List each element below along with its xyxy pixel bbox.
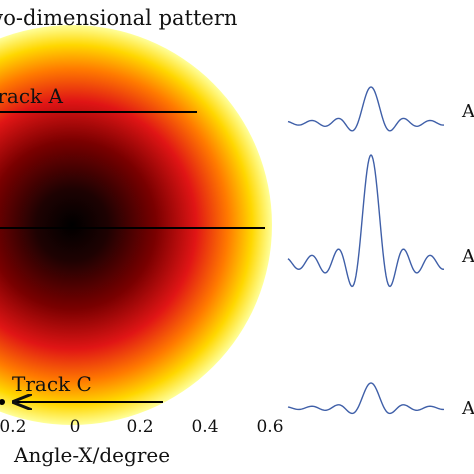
profile-1-label: A bbox=[461, 101, 474, 122]
track-c-label: Track C bbox=[12, 372, 92, 396]
x-tick-label: 0.4 bbox=[191, 417, 218, 437]
track-a-label: Track A bbox=[0, 84, 64, 108]
profile-curve-2 bbox=[287, 154, 445, 288]
profile-2-label: A bbox=[461, 246, 474, 267]
profile-curve-1 bbox=[287, 86, 445, 132]
x-tick-label: 0.2 bbox=[126, 417, 153, 437]
x-tick-label: 0.6 bbox=[256, 417, 283, 437]
intensity-pattern bbox=[0, 25, 272, 425]
profile-3-label: A bbox=[461, 398, 474, 419]
profile-plots bbox=[287, 86, 445, 415]
x-axis-ticks: -0.2 0 0.2 0.4 0.6 bbox=[0, 417, 284, 437]
track-c-marker bbox=[0, 399, 5, 405]
x-tick-label: 0 bbox=[70, 417, 81, 437]
chart-title: Two-dimensional pattern bbox=[0, 6, 237, 30]
x-axis-label: Angle-X/degree bbox=[13, 443, 170, 467]
profile-curve-3 bbox=[287, 382, 445, 415]
x-tick-label: -0.2 bbox=[0, 417, 26, 437]
